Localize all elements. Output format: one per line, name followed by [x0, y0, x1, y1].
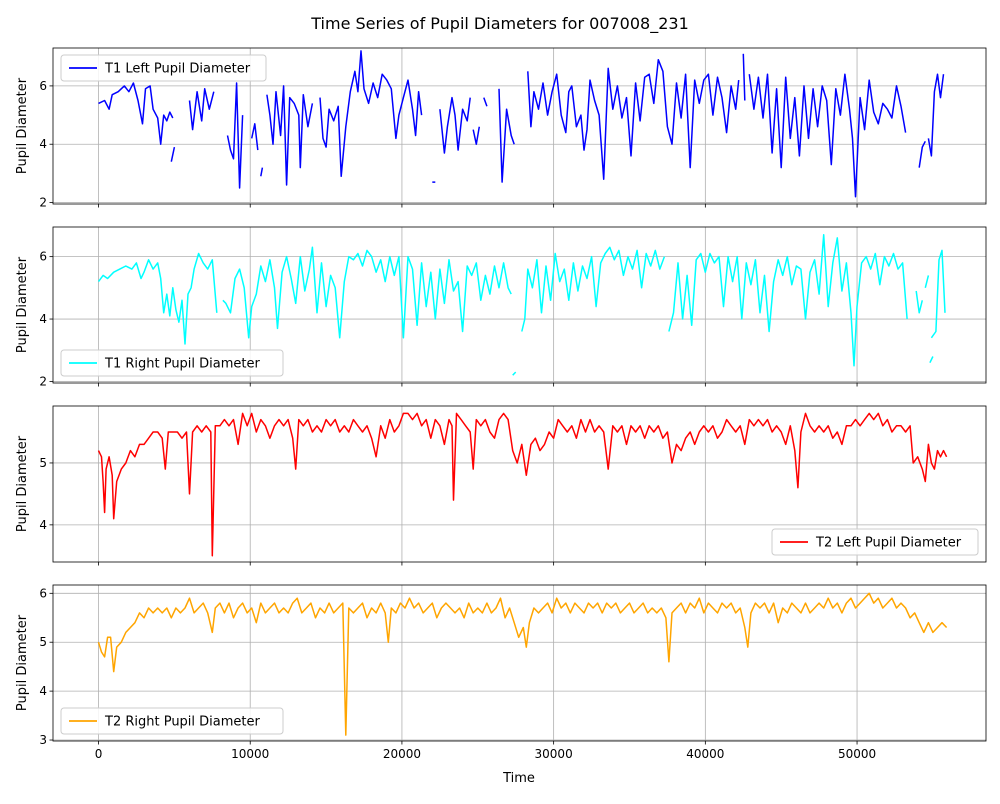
legend-box	[60, 54, 267, 82]
y-axis-label: Pupil Diameter	[15, 435, 30, 532]
y-tick-label: 3	[39, 733, 47, 747]
y-tick-label: 4	[39, 518, 47, 532]
y-tick-label: 2	[39, 374, 47, 388]
series-line-3	[97, 412, 948, 557]
legend-box	[60, 349, 284, 377]
y-tick-label: 6	[39, 250, 47, 264]
axes-frame	[52, 584, 987, 742]
x-tick-label: 30000	[535, 747, 573, 761]
x-tick-label: 20000	[383, 747, 421, 761]
series-line-1	[98, 50, 945, 198]
legend: T1 Right Pupil Diameter	[60, 349, 284, 377]
x-tick-label: 0	[95, 747, 103, 761]
y-tick-label: 5	[39, 635, 47, 649]
legend-label: T2 Right Pupil Diameter	[104, 715, 261, 730]
axes-frame	[52, 405, 987, 563]
y-tick-label: 4	[39, 684, 47, 698]
subplot-4: 3 4 5 6 0 10000 20000 30000 40000 50000 Pupil Diam…	[15, 584, 987, 761]
legend-label: T1 Left Pupil Diameter	[104, 62, 251, 77]
x-axis-label: Time	[502, 771, 535, 786]
x-tick-label: 10000	[231, 747, 269, 761]
subplot-3: 4 5 Pupil Diameter T2 Left Pupil Diameter	[15, 405, 987, 566]
y-tick-label: 2	[39, 196, 47, 210]
y-tick-label: 6	[39, 79, 47, 93]
x-tick-label: 40000	[686, 747, 724, 761]
subplot-2: 2 4 6 Pupil Diameter T1 Right Pupil Diameter	[15, 226, 987, 388]
legend-label: T2 Left Pupil Diameter	[815, 536, 962, 551]
series-line-4	[97, 592, 948, 736]
subplot-1: 2 4 6 Pupil Diameter T1 Left Pupil Diameter	[15, 47, 987, 210]
y-axis-label: Pupil Diameter	[15, 614, 30, 711]
y-axis-label: Pupil Diameter	[15, 77, 30, 174]
y-axis-label: Pupil Diameter	[15, 256, 30, 353]
legend: T2 Right Pupil Diameter	[60, 707, 284, 735]
legend: T2 Left Pupil Diameter	[771, 528, 979, 556]
series-line-2	[97, 234, 946, 376]
figure-title: Time Series of Pupil Diameters for 00700…	[310, 14, 689, 34]
y-tick-label: 4	[39, 137, 47, 151]
legend-box	[771, 528, 979, 556]
y-tick-label: 6	[39, 586, 47, 600]
legend-box	[60, 707, 284, 735]
axes-frame	[52, 47, 987, 205]
axes-frame	[52, 226, 987, 384]
y-tick-label: 4	[39, 312, 47, 326]
legend-label: T1 Right Pupil Diameter	[104, 357, 261, 372]
legend: T1 Left Pupil Diameter	[60, 54, 267, 82]
x-tick-label: 50000	[838, 747, 876, 761]
y-tick-label: 5	[39, 456, 47, 470]
